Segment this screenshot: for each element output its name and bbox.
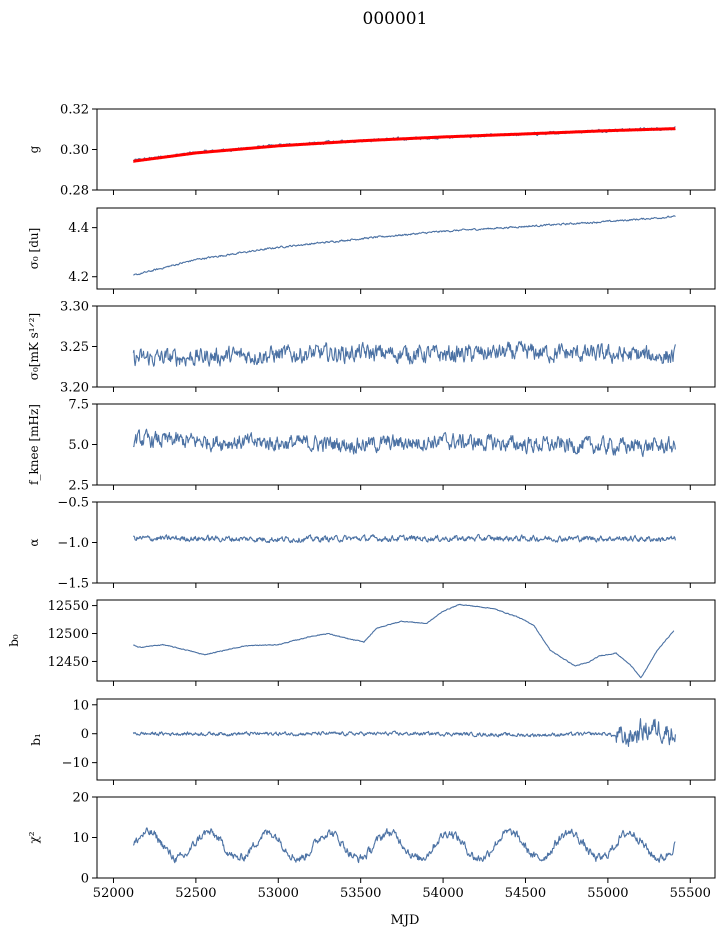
y-tick-label: 0 <box>81 727 89 742</box>
y-tick-label: 0.28 <box>60 184 89 199</box>
series-line-sigma0-mk <box>132 340 676 367</box>
panel-sigma0-du: 4.2 4.4 σ₀ [du] <box>27 207 716 294</box>
x-axis-label: MJD <box>391 913 420 928</box>
y-axis-label: α <box>27 538 41 546</box>
panel-b0: 12450 12500 12550 b₀ <box>7 599 716 686</box>
series-line-chi2 <box>132 827 676 864</box>
y-tick-label: 12450 <box>48 655 89 670</box>
x-tick-label: 54500 <box>505 886 546 901</box>
series-line-sigma0-du <box>133 215 676 276</box>
y-tick-label: 0.30 <box>60 143 89 158</box>
panel-frame <box>96 501 716 584</box>
panels-group: 0.28 0.30 0.32 g 4.2 4.4 σ₀ [du] 3.20 3.25 3.30 σ₀… <box>7 103 716 901</box>
y-tick-label: 12500 <box>48 627 89 642</box>
y-tick-label: 20 <box>72 791 89 806</box>
y-tick-label: 12550 <box>48 599 89 614</box>
figure-title: 000001 <box>363 9 428 29</box>
y-axis-label: b₁ <box>29 733 43 746</box>
panel-alpha: −1.5 −1.0 −0.5 α <box>27 496 716 592</box>
x-tick-label: 53000 <box>258 886 299 901</box>
y-tick-label: 3.25 <box>60 340 89 355</box>
x-tick-label: 55000 <box>587 886 628 901</box>
y-axis-label: g <box>27 145 41 153</box>
x-tick-label: 54000 <box>422 886 463 901</box>
x-tick-label: 52000 <box>93 886 134 901</box>
panel-frame <box>96 796 716 879</box>
series-line-b0 <box>132 603 675 679</box>
panel-frame <box>96 599 716 682</box>
panel-sigma0-mk: 3.20 3.25 3.30 σ₀[mK s¹ᐟ²] <box>27 300 716 396</box>
y-tick-label: 7.5 <box>68 398 89 413</box>
fit-line-g <box>132 127 677 163</box>
x-tick-label: 55500 <box>670 886 711 901</box>
x-tick-label: 52500 <box>175 886 216 901</box>
y-tick-label: 3.30 <box>60 300 89 315</box>
y-tick-label: 10 <box>72 831 89 846</box>
x-tick-label: 53500 <box>340 886 381 901</box>
y-tick-label: −1.0 <box>57 536 89 551</box>
panel-b1: −10 0 10 b₁ <box>29 698 716 785</box>
y-axis-label: f_knee [mHz] <box>27 404 41 485</box>
y-axis-label: σ₀ [du] <box>27 228 41 270</box>
y-tick-label: −1.5 <box>57 577 89 592</box>
y-tick-label: 5.0 <box>68 438 89 453</box>
y-tick-label: 4.4 <box>68 221 89 236</box>
y-axis-label: b₀ <box>7 634 21 647</box>
panel-g: 0.28 0.30 0.32 g <box>27 103 716 199</box>
panel-frame <box>96 698 716 781</box>
y-tick-label: 2.5 <box>68 479 89 494</box>
panel-frame <box>96 207 716 290</box>
series-line-alpha <box>132 533 676 544</box>
y-tick-label: −0.5 <box>57 496 89 511</box>
y-axis-label: χ² <box>27 831 41 843</box>
y-tick-label: 4.2 <box>68 270 89 285</box>
series-line-fknee <box>132 428 676 458</box>
y-tick-label: 0.32 <box>60 103 89 118</box>
y-tick-label: 10 <box>72 698 89 713</box>
y-axis-label: σ₀[mK s¹ᐟ²] <box>27 313 41 380</box>
y-tick-label: 0 <box>81 872 89 887</box>
series-line-b1 <box>132 718 676 747</box>
y-tick-label: −10 <box>62 756 89 771</box>
y-tick-label: 3.20 <box>60 381 89 396</box>
panel-frame <box>96 108 716 191</box>
panel-chi2: 0 10 20 52000 52500 53000 53500 54000 54500 55000… <box>27 791 716 901</box>
panel-fknee: 2.5 5.0 7.5 f_knee [mHz] <box>27 398 716 494</box>
